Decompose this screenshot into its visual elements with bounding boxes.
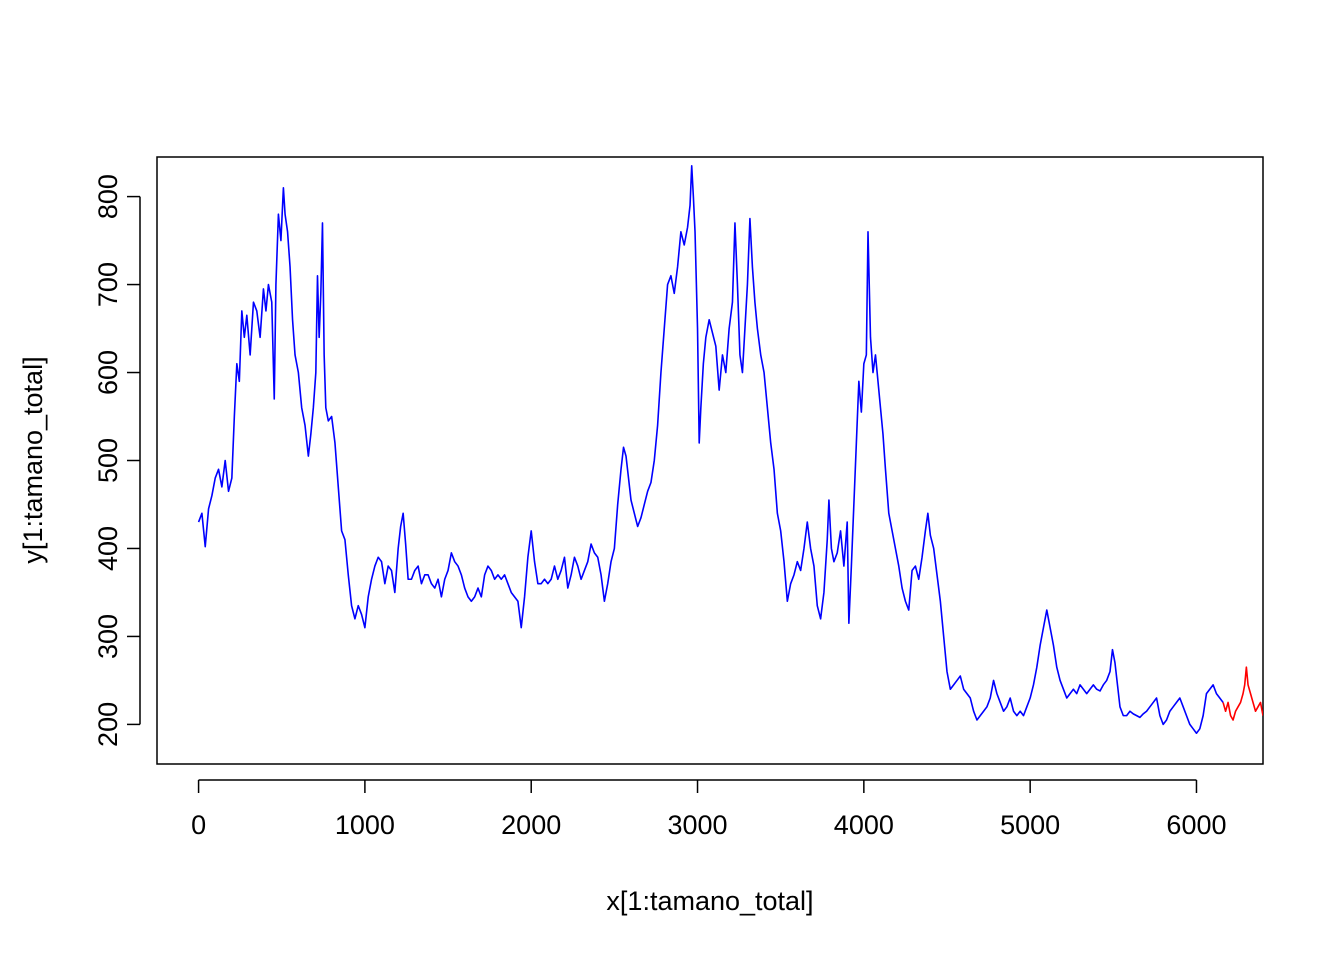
x-axis-label: x[1:tamano_total] bbox=[606, 886, 813, 916]
y-tick-label: 200 bbox=[93, 702, 123, 747]
y-tick-label: 600 bbox=[93, 350, 123, 395]
x-tick-label: 1000 bbox=[335, 810, 395, 840]
series-line-red bbox=[1222, 666, 1263, 721]
x-tick-label: 6000 bbox=[1166, 810, 1226, 840]
y-tick-label: 700 bbox=[93, 262, 123, 307]
x-axis: 0 1000 2000 3000 4000 5000 6000 bbox=[191, 779, 1227, 840]
series-layer bbox=[197, 165, 1263, 735]
x-tick-label: 2000 bbox=[501, 810, 561, 840]
series-line-blue bbox=[197, 165, 1224, 735]
y-tick-label: 400 bbox=[93, 526, 123, 571]
y-tick-label: 500 bbox=[93, 438, 123, 483]
y-axis-label: y[1:tamano_total] bbox=[18, 356, 48, 563]
y-tick-label: 800 bbox=[93, 174, 123, 219]
x-tick-label: 5000 bbox=[1000, 810, 1060, 840]
x-tick-label: 3000 bbox=[667, 810, 727, 840]
y-axis: 200 300 400 500 600 700 800 bbox=[93, 174, 141, 747]
x-tick-label: 0 bbox=[191, 810, 206, 840]
x-tick-label: 4000 bbox=[834, 810, 894, 840]
plot-frame bbox=[156, 156, 1264, 765]
y-tick-label: 300 bbox=[93, 614, 123, 659]
